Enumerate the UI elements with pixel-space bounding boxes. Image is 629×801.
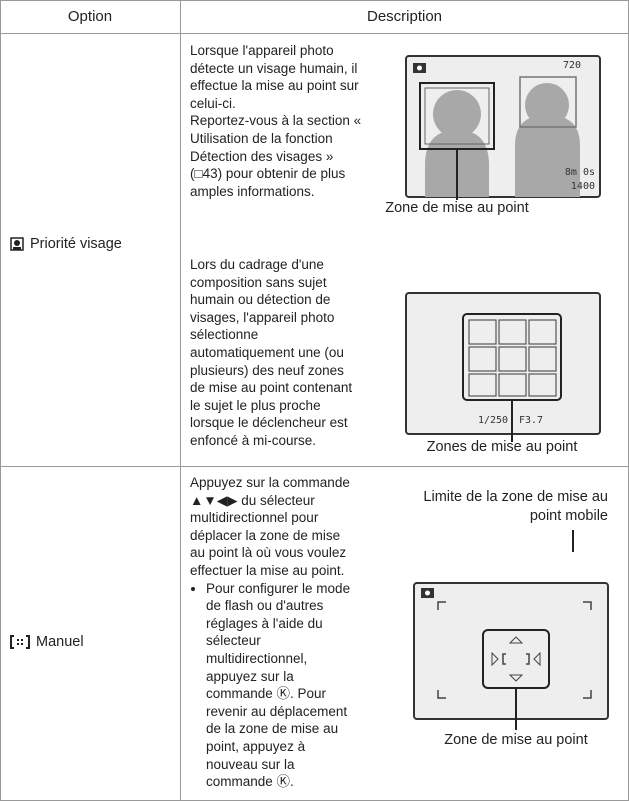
caption: Zones de mise au point — [426, 439, 578, 455]
caption: Zone de mise au point — [444, 732, 588, 748]
description: Lors du cadrage d'une composition sans s… — [190, 256, 358, 450]
manual-icon — [10, 635, 30, 649]
caption: Zone de mise au point — [385, 200, 529, 216]
option-label: Priorité visage — [30, 236, 122, 252]
screen-text: 720 — [563, 60, 581, 71]
option: Priorité visage — [10, 236, 122, 252]
description: Lorsque l'appareil photo détecte un visa… — [190, 42, 368, 200]
option-label: Manuel — [36, 634, 84, 650]
bullet: Pour configurer le mode de flash ou d'au… — [206, 580, 618, 791]
description: Limite de la zone de mise au point mobil… — [190, 474, 618, 791]
rule — [0, 0, 629, 1]
figure: 1/250 F3.7 Zones de mise au point — [405, 292, 605, 455]
face-icon — [10, 237, 24, 251]
rule — [180, 0, 181, 801]
screen-text: 1/250 — [478, 415, 508, 426]
screen-illustration: 1/250 F3.7 — [405, 292, 601, 442]
paragraph: Lorsque l'appareil photo détecte un visa… — [190, 43, 359, 111]
screen-illustration — [413, 530, 609, 730]
rule — [0, 466, 629, 467]
header-cell: Description — [366, 8, 443, 25]
screen-text: 1400 — [571, 181, 595, 192]
screen-illustration: 720 8m 0s 1400 — [405, 55, 601, 200]
paragraph: Lors du cadrage d'une composition sans s… — [190, 257, 353, 448]
paragraph: Reportez-vous à la section « Utilisation… — [190, 113, 362, 199]
header-cell: Option — [67, 8, 113, 25]
rule — [0, 33, 629, 34]
rule — [0, 0, 1, 801]
figure: 720 8m 0s 1400 Zone de mise au point — [385, 55, 605, 233]
screen-text: 8m 0s — [565, 167, 595, 178]
paragraph: Appuyez sur la commande ▲▼◀▶ du sélecteu… — [190, 475, 350, 578]
option: Manuel — [10, 634, 84, 650]
caption: Limite de la zone de mise au point mobil… — [423, 489, 608, 524]
screen-text: F3.7 — [519, 415, 543, 426]
bullet-list: Pour configurer le mode de flash ou d'au… — [190, 580, 618, 791]
figure: Limite de la zone de mise au point mobil… — [356, 474, 618, 760]
